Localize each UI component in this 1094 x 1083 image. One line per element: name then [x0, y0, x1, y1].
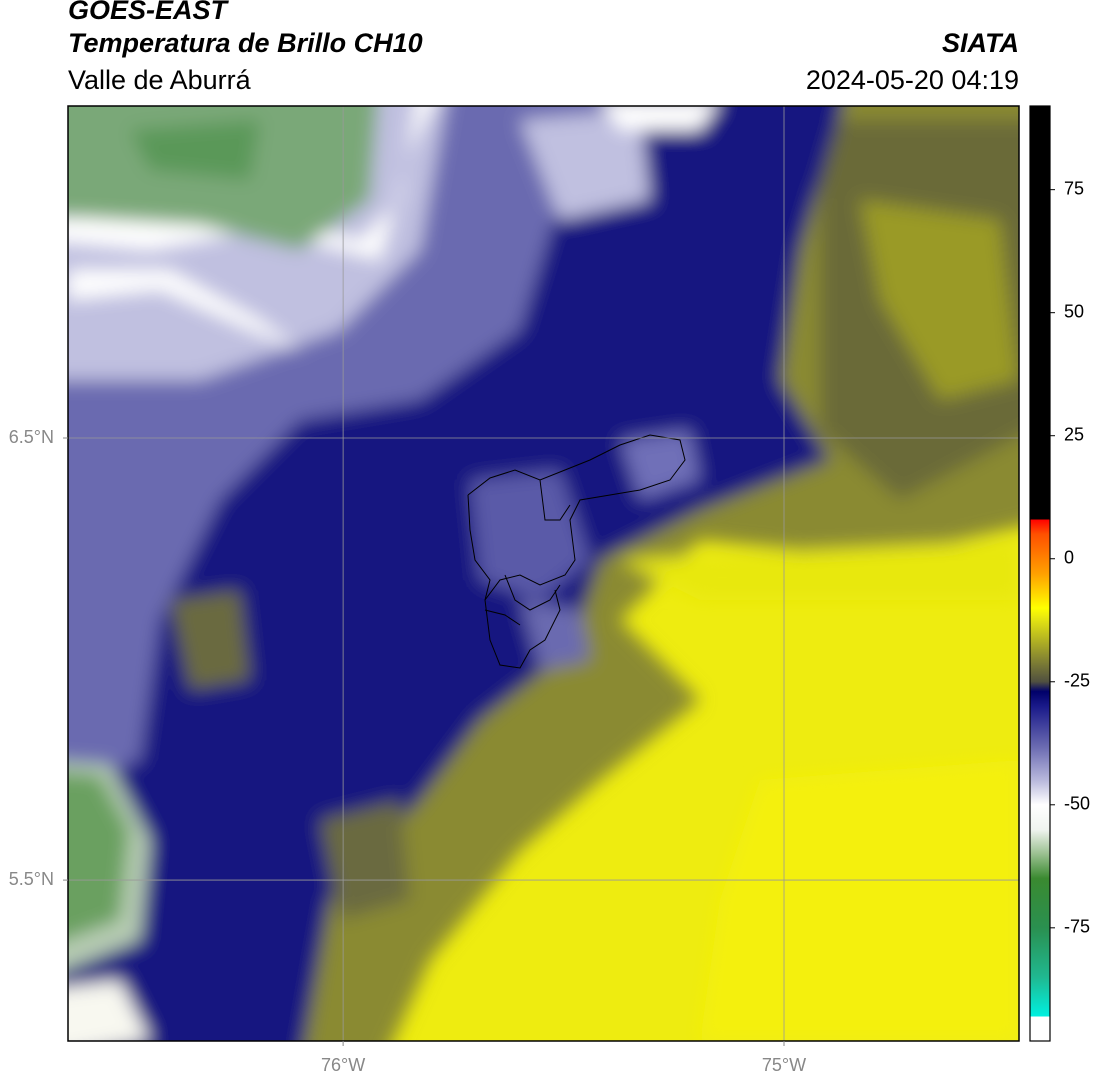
- colorbar: [1029, 105, 1051, 1042]
- colorbar-tick-label: -25: [1064, 671, 1090, 691]
- colorbar-tick-label: 50: [1064, 301, 1084, 321]
- source: SIATA: [942, 28, 1019, 58]
- colorbar-tick-label: -75: [1064, 917, 1090, 937]
- grid: [68, 106, 1019, 1041]
- colorbar-tick-label: 25: [1064, 424, 1084, 444]
- title: GOES-EAST: [68, 0, 230, 25]
- timestamp: 2024-05-20 04:19: [806, 65, 1019, 95]
- x-tick-label: 76°W: [321, 1055, 365, 1075]
- colorbar-tick-label: -50: [1064, 794, 1090, 814]
- subtitle: Temperatura de Brillo CH10: [68, 28, 423, 58]
- map-image: [68, 106, 1019, 1041]
- y-tick-label: 5.5°N: [9, 869, 54, 889]
- y-tick-label: 6.5°N: [9, 427, 54, 447]
- colorbar-tick-label: 75: [1064, 178, 1084, 198]
- colorbar-tick-label: 0: [1064, 547, 1074, 567]
- map-frame: [67, 105, 1020, 1042]
- x-tick-label: 75°W: [762, 1055, 806, 1075]
- region: Valle de Aburrá: [68, 65, 252, 95]
